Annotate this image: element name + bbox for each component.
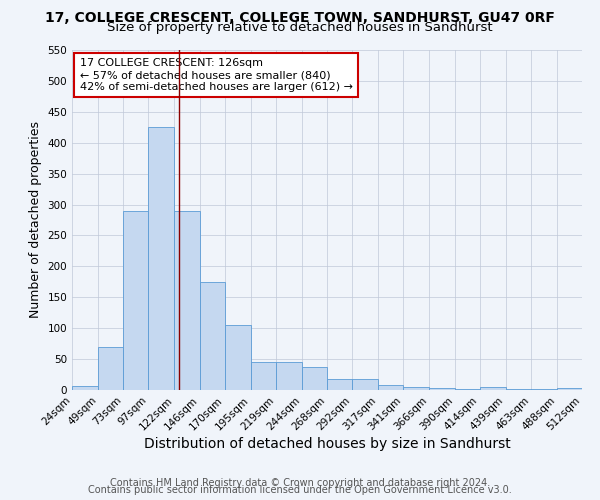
Bar (352, 379, 378, 390)
Bar (98, 346, 123, 390)
Bar (175, 210, 199, 390)
Text: Contains public sector information licensed under the Open Government Licence v3: Contains public sector information licen… (88, 485, 512, 495)
Bar (224, 325, 251, 390)
Bar (148, 128, 175, 390)
Y-axis label: Number of detached properties: Number of detached properties (29, 122, 42, 318)
Text: Contains HM Land Registry data © Crown copyright and database right 2024.: Contains HM Land Registry data © Crown c… (110, 478, 490, 488)
Bar (430, 388, 455, 390)
Bar (557, 388, 582, 390)
Text: 17 COLLEGE CRESCENT: 126sqm
← 57% of detached houses are smaller (840)
42% of se: 17 COLLEGE CRESCENT: 126sqm ← 57% of det… (80, 58, 353, 92)
Bar (327, 379, 352, 390)
Bar (403, 387, 430, 390)
Bar (276, 362, 302, 390)
Text: 17, COLLEGE CRESCENT, COLLEGE TOWN, SANDHURST, GU47 0RF: 17, COLLEGE CRESCENT, COLLEGE TOWN, SAND… (45, 11, 555, 25)
Bar (378, 385, 403, 390)
Bar (200, 282, 224, 390)
Bar (123, 210, 148, 390)
Bar (72, 386, 98, 390)
Text: Size of property relative to detached houses in Sandhurst: Size of property relative to detached ho… (107, 22, 493, 35)
Bar (302, 366, 327, 390)
Bar (479, 387, 506, 390)
Bar (251, 362, 276, 390)
X-axis label: Distribution of detached houses by size in Sandhurst: Distribution of detached houses by size … (143, 438, 511, 452)
